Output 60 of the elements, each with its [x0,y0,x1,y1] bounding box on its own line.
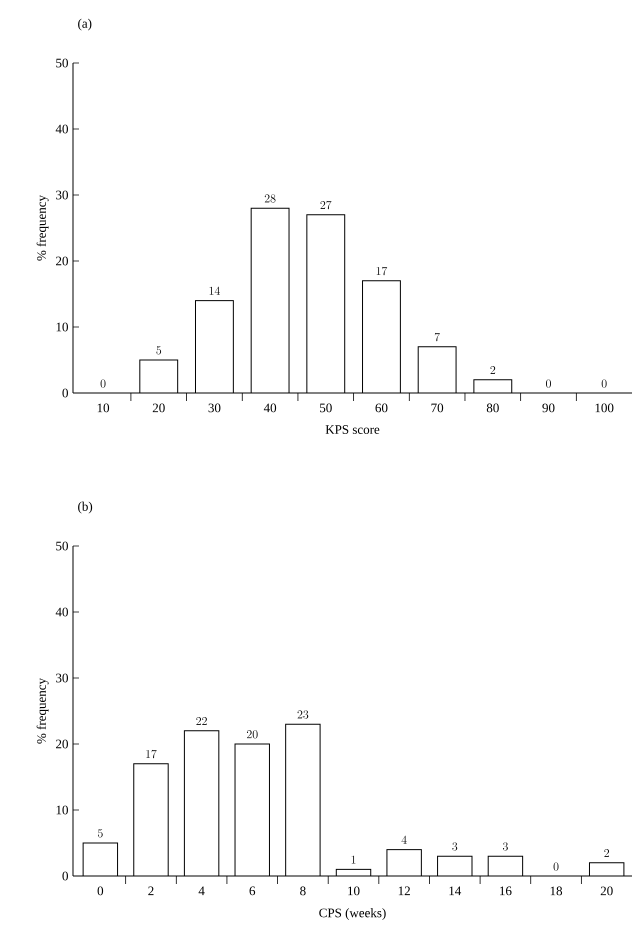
data-label: 17 [146,750,157,758]
data-label: 17 [376,266,388,276]
data-label: 5 [98,829,103,838]
chart-title: (b) [78,502,92,514]
x-tick-label: 60 [376,404,388,412]
x-tick-label: 40 [264,404,276,412]
x-tick-label: 6 [250,886,256,896]
x-tick-label: 70 [431,404,444,412]
x-tick-label: 8 [300,886,306,896]
x-tick-label: 20 [600,886,613,896]
data-label: 4 [402,836,407,844]
x-tick-label: 90 [542,404,554,412]
y-tick-label: 30 [56,674,68,682]
x-tick-label: 4 [198,886,205,896]
x-tick-label: 30 [208,404,220,412]
x-tick-label: 14 [449,886,462,896]
data-label: 7 [434,332,440,342]
y-tick-label: 40 [56,608,68,616]
x-tick-label: 18 [550,886,562,896]
y-tick-label: 0 [62,872,68,880]
data-label: 3 [502,842,508,851]
chart-title: (a) [78,18,92,30]
data-label: 5 [156,346,162,354]
data-label: 0 [100,379,106,388]
x-axis-title: KPS score [326,425,380,434]
data-label: 0 [602,379,607,388]
y-tick-label: 30 [56,190,68,200]
x-tick-label: 2 [148,886,154,896]
data-label: 1 [352,856,356,864]
x-tick-label: 16 [500,886,512,896]
y-axis-title: % frequency [36,678,49,744]
data-label: 2 [490,366,496,374]
y-tick-label: 20 [56,740,68,748]
data-label: 23 [298,710,308,719]
x-axis-title: CPS (weeks) [319,908,386,920]
y-tick-label: 40 [56,124,68,134]
data-label: 22 [196,716,207,725]
x-tick-label: 10 [98,404,110,412]
x-tick-label: 80 [486,404,499,412]
y-tick-label: 0 [62,388,68,398]
x-tick-label: 10 [348,886,360,896]
x-tick-label: 0 [98,886,104,896]
y-tick-label: 50 [56,542,68,550]
x-tick-label: 20 [152,404,165,412]
y-tick-label: 20 [56,256,68,266]
data-label: 14 [210,286,220,295]
y-tick-label: 10 [56,806,68,814]
x-tick-label: 100 [596,404,614,412]
data-label: 0 [546,379,551,388]
x-tick-label: 50 [320,404,332,412]
data-label: 20 [246,730,258,738]
y-tick-label: 10 [56,322,68,332]
data-label: 28 [264,194,276,203]
y-tick-label: 50 [56,58,68,68]
y-axis-title: % frequency [36,195,49,261]
data-label: 3 [452,842,458,851]
data-label: 2 [604,848,610,857]
data-label: 0 [554,862,558,871]
data-label: 27 [320,200,332,210]
x-tick-label: 12 [398,886,410,896]
